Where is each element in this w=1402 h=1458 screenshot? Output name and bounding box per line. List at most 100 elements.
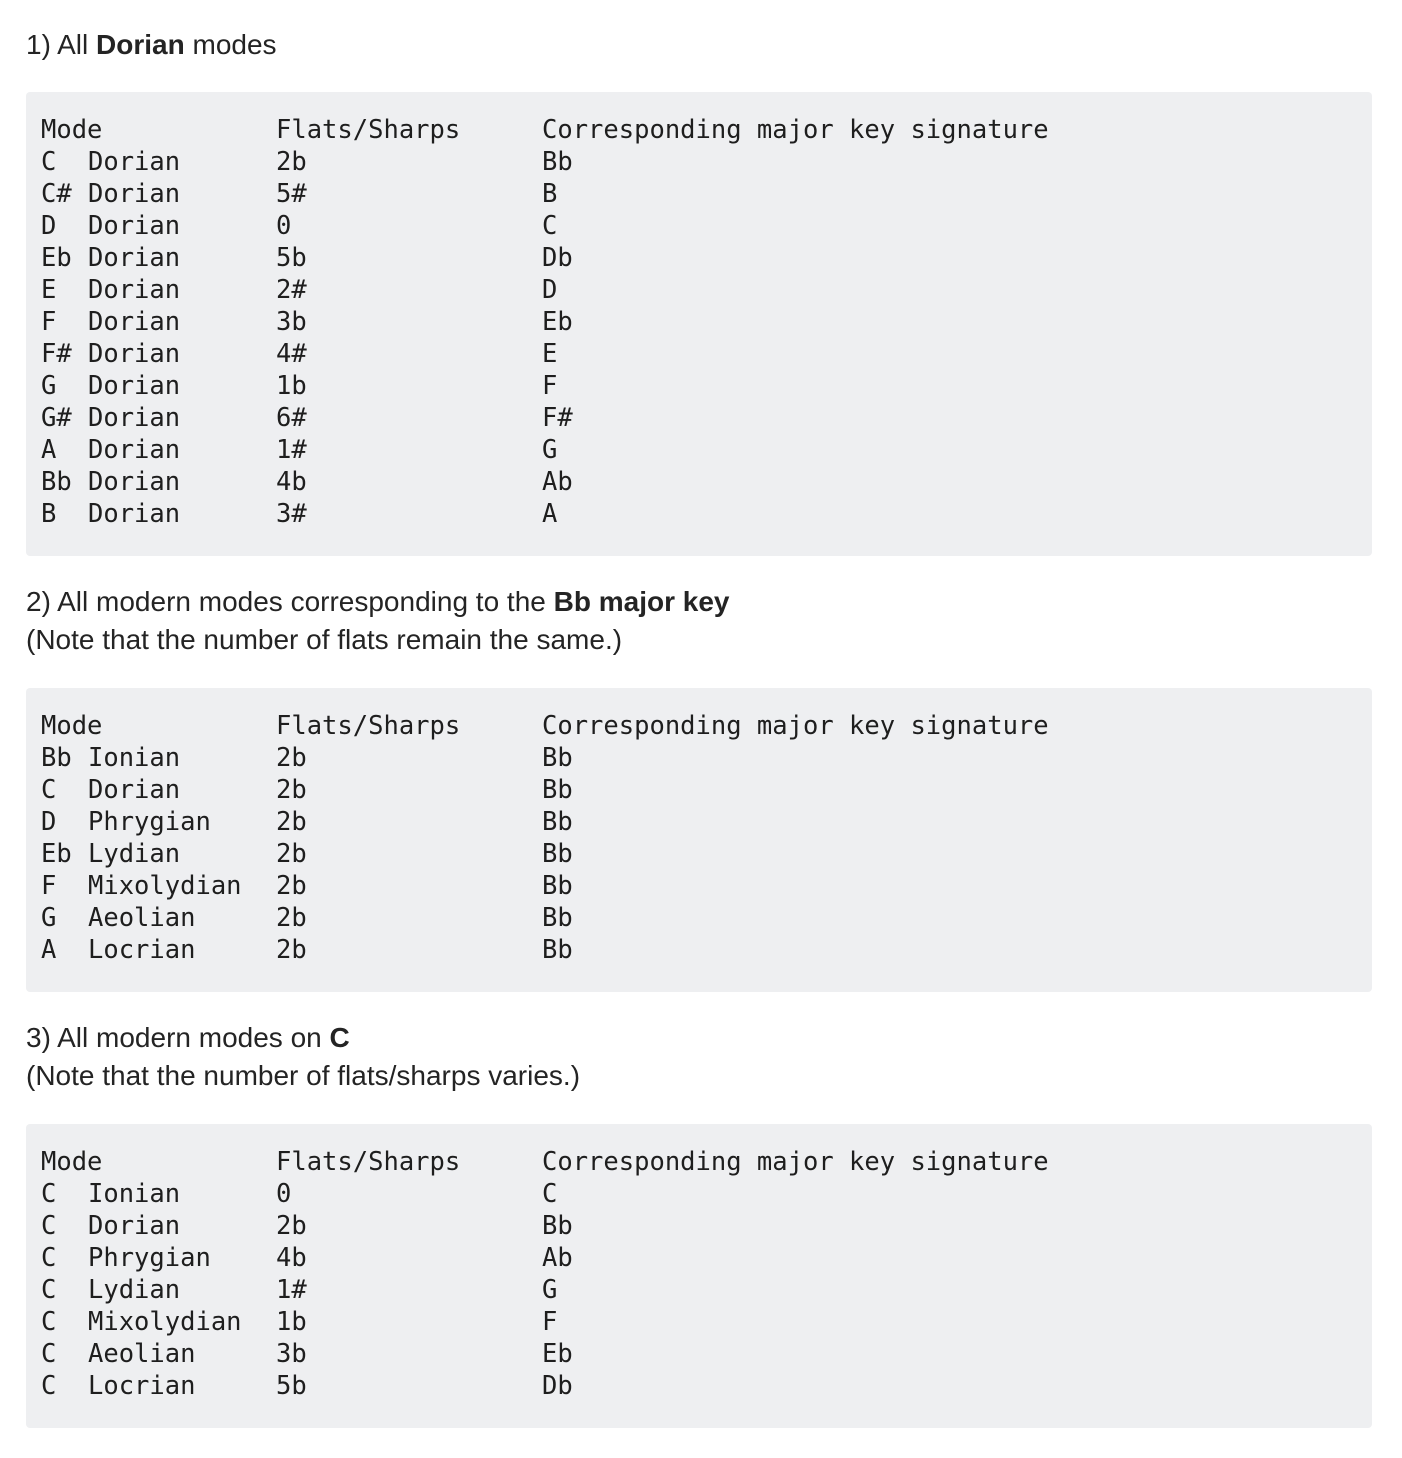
mode-name-cell: Phrygian (88, 807, 211, 837)
flats-sharps-cell: 5# (276, 179, 307, 209)
mode-name-cell: Locrian (88, 935, 196, 965)
flats-sharps-cell: 4b (276, 1243, 307, 1273)
table-row: C Mixolydian 1b F (41, 1306, 1049, 1338)
mode-root-cell: D (41, 807, 57, 837)
table-row: F# Dorian 4# E (41, 338, 1049, 370)
section-3-heading-bold: C (329, 1022, 350, 1053)
mode-root-cell: C (41, 775, 57, 805)
mode-root-cell: C (41, 147, 57, 177)
mode-name-cell: Mixolydian (88, 871, 242, 901)
table-row: C Phrygian 4b Ab (41, 1242, 1049, 1274)
mode-name-cell: Dorian (88, 275, 181, 305)
mode-name-cell: Dorian (88, 147, 181, 177)
mode-root-cell: C (41, 1243, 57, 1273)
major-key-cell: Bb (542, 775, 573, 805)
table-row: C Dorian 2b Bb (41, 146, 1049, 178)
major-key-cell: C (542, 1179, 558, 1209)
flats-sharps-cell: 5b (276, 1371, 307, 1401)
flats-sharps-cell: 2b (276, 807, 307, 837)
section-2-heading-prefix: 2) All modern modes corresponding to the (26, 586, 554, 617)
section-1-heading: 1) All Dorian modes (26, 26, 277, 64)
flats-sharps-cell: 1b (276, 371, 307, 401)
flats-sharps-cell: 0 (276, 1179, 292, 1209)
flats-sharps-cell: 1# (276, 435, 307, 465)
flats-sharps-cell: 0 (276, 211, 292, 241)
mode-root-cell: E (41, 275, 57, 305)
table-row: F Mixolydian 2b Bb (41, 870, 1049, 902)
mode-root-cell: G (41, 371, 57, 401)
mode-name-cell: Aeolian (88, 903, 196, 933)
flats-sharps-cell: 2b (276, 775, 307, 805)
header-mode: Mode (41, 115, 103, 145)
flats-sharps-cell: 4# (276, 339, 307, 369)
header-flats-sharps: Flats/Sharps (276, 711, 461, 741)
mode-root-cell: F (41, 871, 57, 901)
table-row: E Dorian 2# D (41, 274, 1049, 306)
mode-name-cell: Mixolydian (88, 1307, 242, 1337)
section-2-code-block: Mode Flats/Sharps Corresponding major key … (26, 688, 1372, 992)
header-mode: Mode (41, 1147, 103, 1177)
header-major-key: Corresponding major key signature (542, 711, 1049, 741)
major-key-cell: G (542, 435, 558, 465)
mode-root-cell: A (41, 435, 57, 465)
mode-root-cell: C (41, 1339, 57, 1369)
table-row: Eb Dorian 5b Db (41, 242, 1049, 274)
table-row: A Locrian 2b Bb (41, 934, 1049, 966)
mode-root-cell: Eb (41, 243, 72, 273)
major-key-cell: F# (542, 403, 573, 433)
table-row: G Dorian 1b F (41, 370, 1049, 402)
flats-sharps-cell: 2# (276, 275, 307, 305)
table-header-row: Mode Flats/Sharps Corresponding major key … (41, 710, 1049, 742)
flats-sharps-cell: 4b (276, 467, 307, 497)
table-row: D Dorian 0 C (41, 210, 1049, 242)
major-key-cell: F (542, 1307, 558, 1337)
section-2-table: Mode Flats/Sharps Corresponding major key … (41, 710, 1049, 966)
section-1-heading-prefix: 1) All (26, 29, 97, 60)
table-row: G# Dorian 6# F# (41, 402, 1049, 434)
header-flats-sharps: Flats/Sharps (276, 115, 461, 145)
section-1-heading-bold: Dorian (96, 29, 185, 60)
header-mode: Mode (41, 711, 103, 741)
mode-name-cell: Dorian (88, 435, 181, 465)
mode-root-cell: Eb (41, 839, 72, 869)
mode-name-cell: Dorian (88, 179, 181, 209)
flats-sharps-cell: 2b (276, 839, 307, 869)
table-row: Eb Lydian 2b Bb (41, 838, 1049, 870)
flats-sharps-cell: 3# (276, 499, 307, 529)
mode-name-cell: Locrian (88, 1371, 196, 1401)
mode-root-cell: C (41, 1275, 57, 1305)
section-1-code-block: Mode Flats/Sharps Corresponding major key … (26, 92, 1372, 556)
mode-root-cell: F (41, 307, 57, 337)
table-row: C Lydian 1# G (41, 1274, 1049, 1306)
mode-root-cell: C (41, 1211, 57, 1241)
mode-name-cell: Dorian (88, 211, 181, 241)
table-row: C Locrian 5b Db (41, 1370, 1049, 1402)
mode-root-cell: G (41, 903, 57, 933)
table-row: Bb Ionian 2b Bb (41, 742, 1049, 774)
mode-root-cell: B (41, 499, 57, 529)
table-row: C Aeolian 3b Eb (41, 1338, 1049, 1370)
flats-sharps-cell: 2b (276, 1211, 307, 1241)
flats-sharps-cell: 5b (276, 243, 307, 273)
flats-sharps-cell: 2b (276, 147, 307, 177)
major-key-cell: B (542, 179, 558, 209)
flats-sharps-cell: 3b (276, 307, 307, 337)
major-key-cell: Db (542, 243, 573, 273)
flats-sharps-cell: 6# (276, 403, 307, 433)
mode-name-cell: Dorian (88, 499, 181, 529)
major-key-cell: G (542, 1275, 558, 1305)
mode-name-cell: Dorian (88, 1211, 181, 1241)
major-key-cell: Bb (542, 871, 573, 901)
major-key-cell: Bb (542, 1211, 573, 1241)
section-3-table: Mode Flats/Sharps Corresponding major key … (41, 1146, 1049, 1402)
section-2-note: (Note that the number of flats remain th… (26, 624, 623, 655)
mode-name-cell: Ionian (88, 1179, 181, 1209)
major-key-cell: F (542, 371, 558, 401)
major-key-cell: Ab (542, 467, 573, 497)
flats-sharps-cell: 3b (276, 1339, 307, 1369)
section-1-heading-suffix: modes (184, 29, 277, 60)
mode-root-cell: C# (41, 179, 72, 209)
table-row: C Dorian 2b Bb (41, 774, 1049, 806)
mode-name-cell: Dorian (88, 307, 181, 337)
